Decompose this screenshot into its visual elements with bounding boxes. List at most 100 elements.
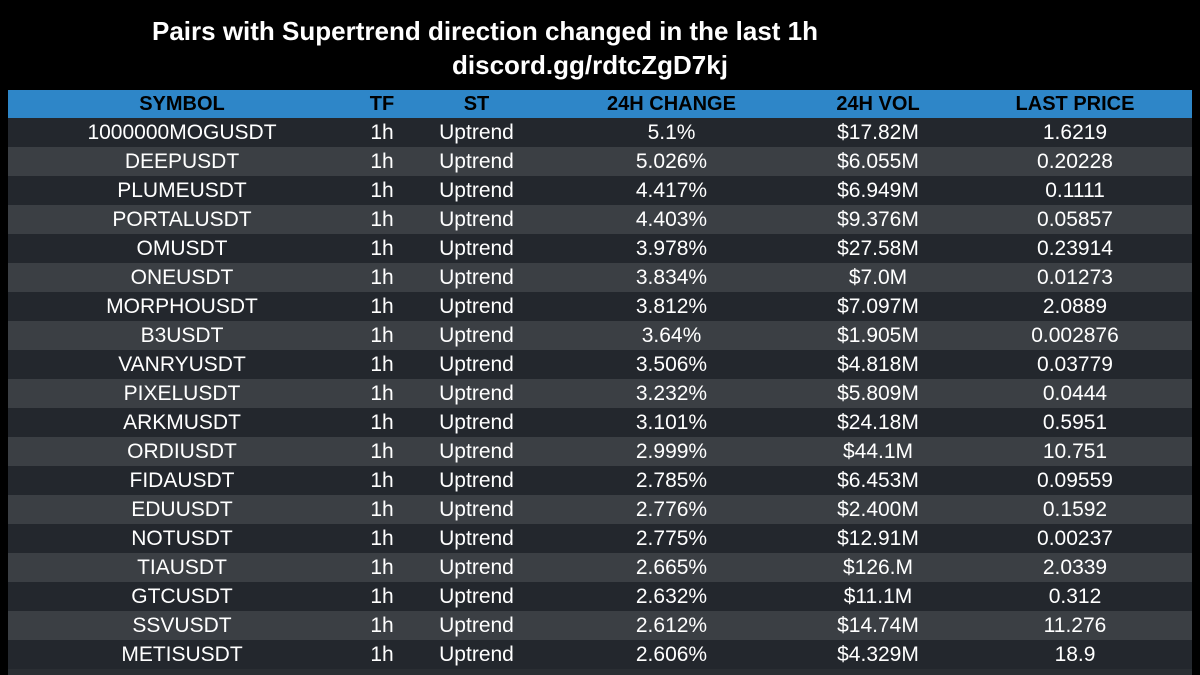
cell-last-price: 2.0339 (958, 553, 1192, 582)
cell-24h-change: 2.776% (545, 495, 798, 524)
cell-st: Uptrend (408, 263, 545, 292)
cell-st: Uptrend (408, 379, 545, 408)
table-body: 1000000MOGUSDT 1h Uptrend 5.1% $17.82M 1.6219… (8, 118, 1192, 669)
table-row[interactable]: SSVUSDT 1h Uptrend 2.612% $14.74M 11.276 (8, 611, 1192, 640)
table-row[interactable]: PORTALUSDT 1h Uptrend 4.403% $9.376M 0.05857 (8, 205, 1192, 234)
cell-24h-change: 3.978% (545, 234, 798, 263)
cell-st: Uptrend (408, 350, 545, 379)
table-row[interactable]: FIDAUSDT 1h Uptrend 2.785% $6.453M 0.09559 (8, 466, 1192, 495)
cell-24h-change: 5.026% (545, 147, 798, 176)
cell-tf: 1h (356, 640, 408, 669)
cell-symbol: VANRYUSDT (8, 350, 356, 379)
cell-24h-change: 3.506% (545, 350, 798, 379)
cell-last-price: 1.6219 (958, 118, 1192, 147)
cell-tf: 1h (356, 147, 408, 176)
cell-24h-vol: $6.949M (798, 176, 958, 205)
cell-st: Uptrend (408, 640, 545, 669)
cell-st: Uptrend (408, 582, 545, 611)
cell-symbol: TIAUSDT (8, 553, 356, 582)
cell-24h-vol: $2.400M (798, 495, 958, 524)
cell-last-price: 0.23914 (958, 234, 1192, 263)
cell-last-price: 0.00237 (958, 524, 1192, 553)
column-header-last-price[interactable]: LAST PRICE (958, 90, 1192, 118)
cell-st: Uptrend (408, 466, 545, 495)
cell-24h-change: 3.812% (545, 292, 798, 321)
cell-tf: 1h (356, 553, 408, 582)
table-row[interactable]: VANRYUSDT 1h Uptrend 3.506% $4.818M 0.03779 (8, 350, 1192, 379)
table-row[interactable]: PLUMEUSDT 1h Uptrend 4.417% $6.949M 0.1111 (8, 176, 1192, 205)
cell-24h-change: 2.632% (545, 582, 798, 611)
cell-24h-vol: $6.055M (798, 147, 958, 176)
table-row[interactable]: TIAUSDT 1h Uptrend 2.665% $126.M 2.0339 (8, 553, 1192, 582)
cell-last-price: 0.1111 (958, 176, 1192, 205)
column-header-24h-change[interactable]: 24H CHANGE (545, 90, 798, 118)
cell-symbol: ARKMUSDT (8, 408, 356, 437)
table-row[interactable]: PIXELUSDT 1h Uptrend 3.232% $5.809M 0.0444 (8, 379, 1192, 408)
cell-tf: 1h (356, 205, 408, 234)
table-row[interactable]: OMUSDT 1h Uptrend 3.978% $27.58M 0.23914 (8, 234, 1192, 263)
cell-24h-change: 2.606% (545, 640, 798, 669)
page-title: Pairs with Supertrend direction changed … (152, 16, 819, 46)
table-row[interactable]: DEEPUSDT 1h Uptrend 5.026% $6.055M 0.20228 (8, 147, 1192, 176)
cell-24h-change: 2.999% (545, 437, 798, 466)
column-header-symbol[interactable]: SYMBOL (8, 90, 356, 118)
cell-symbol: 1000000MOGUSDT (8, 118, 356, 147)
cell-24h-change: 3.232% (545, 379, 798, 408)
table-row[interactable]: METISUSDT 1h Uptrend 2.606% $4.329M 18.9 (8, 640, 1192, 669)
cell-st: Uptrend (408, 205, 545, 234)
cell-24h-vol: $24.18M (798, 408, 958, 437)
table-row[interactable]: NOTUSDT 1h Uptrend 2.775% $12.91M 0.00237 (8, 524, 1192, 553)
cell-st: Uptrend (408, 495, 545, 524)
cell-tf: 1h (356, 292, 408, 321)
cell-tf: 1h (356, 263, 408, 292)
cell-last-price: 0.0444 (958, 379, 1192, 408)
table-row[interactable]: 1000000MOGUSDT 1h Uptrend 5.1% $17.82M 1.6219 (8, 118, 1192, 147)
cell-24h-vol: $27.58M (798, 234, 958, 263)
cell-24h-vol: $11.1M (798, 582, 958, 611)
cell-symbol: FIDAUSDT (8, 466, 356, 495)
cell-st: Uptrend (408, 118, 545, 147)
column-header-st[interactable]: ST (408, 90, 545, 118)
cell-tf: 1h (356, 466, 408, 495)
cell-last-price: 2.0889 (958, 292, 1192, 321)
cell-last-price: 0.01273 (958, 263, 1192, 292)
cell-symbol: PLUMEUSDT (8, 176, 356, 205)
cell-symbol: PIXELUSDT (8, 379, 356, 408)
cell-symbol: DEEPUSDT (8, 147, 356, 176)
cell-24h-change: 2.665% (545, 553, 798, 582)
cell-24h-vol: $7.0M (798, 263, 958, 292)
cell-symbol: METISUSDT (8, 640, 356, 669)
cell-24h-vol: $7.097M (798, 292, 958, 321)
cell-24h-change: 2.612% (545, 611, 798, 640)
cell-24h-change: 2.785% (545, 466, 798, 495)
discord-link[interactable]: discord.gg/rdtcZgD7kj (452, 50, 728, 80)
cell-symbol: OMUSDT (8, 234, 356, 263)
cell-24h-vol: $5.809M (798, 379, 958, 408)
table-row[interactable]: ONEUSDT 1h Uptrend 3.834% $7.0M 0.01273 (8, 263, 1192, 292)
table-row[interactable]: EDUUSDT 1h Uptrend 2.776% $2.400M 0.1592 (8, 495, 1192, 524)
table-row[interactable]: ORDIUSDT 1h Uptrend 2.999% $44.1M 10.751 (8, 437, 1192, 466)
cell-st: Uptrend (408, 437, 545, 466)
cell-symbol: B3USDT (8, 321, 356, 350)
cell-st: Uptrend (408, 553, 545, 582)
cell-24h-vol: $6.453M (798, 466, 958, 495)
cell-last-price: 0.03779 (958, 350, 1192, 379)
cell-tf: 1h (356, 118, 408, 147)
cell-24h-vol: $126.M (798, 553, 958, 582)
cell-last-price: 18.9 (958, 640, 1192, 669)
table-row[interactable]: B3USDT 1h Uptrend 3.64% $1.905M 0.002876 (8, 321, 1192, 350)
cell-tf: 1h (356, 437, 408, 466)
column-header-24h-vol[interactable]: 24H VOL (798, 90, 958, 118)
cell-tf: 1h (356, 321, 408, 350)
cell-24h-change: 3.64% (545, 321, 798, 350)
column-header-tf[interactable]: TF (356, 90, 408, 118)
cell-st: Uptrend (408, 611, 545, 640)
table-row[interactable]: MORPHOUSDT 1h Uptrend 3.812% $7.097M 2.0889 (8, 292, 1192, 321)
table-row[interactable]: ARKMUSDT 1h Uptrend 3.101% $24.18M 0.5951 (8, 408, 1192, 437)
cell-tf: 1h (356, 524, 408, 553)
cell-tf: 1h (356, 495, 408, 524)
table-row[interactable]: GTCUSDT 1h Uptrend 2.632% $11.1M 0.312 (8, 582, 1192, 611)
cell-tf: 1h (356, 611, 408, 640)
cell-st: Uptrend (408, 321, 545, 350)
cell-st: Uptrend (408, 147, 545, 176)
